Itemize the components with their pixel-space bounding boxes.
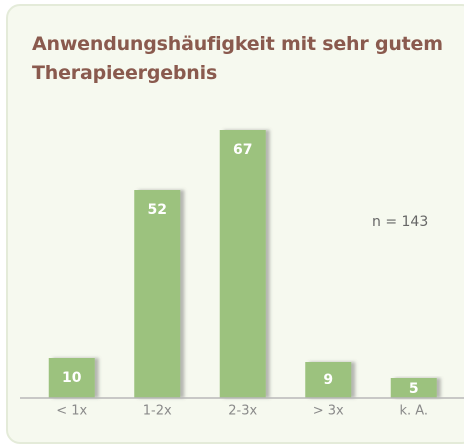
annotation: n = 143 [372,214,428,230]
x-tick-label: < 1x [56,404,87,419]
x-tick-label: 2-3x [228,404,257,419]
x-tick-label: 1-2x [143,404,172,419]
value-label: 5 [409,381,419,397]
bar [219,130,266,398]
bar [48,358,95,398]
x-tick-label: > 3x [313,404,344,419]
value-label: 9 [323,372,333,388]
value-label: 67 [233,142,252,158]
bar [305,362,352,398]
bar [390,378,437,398]
x-tick-label: k. A. [399,404,428,419]
value-label: 52 [148,202,167,218]
value-label: 10 [62,370,82,386]
chart-title: Anwendungshäufigkeit mit sehr gutem Ther… [32,33,443,84]
bar [134,190,181,398]
